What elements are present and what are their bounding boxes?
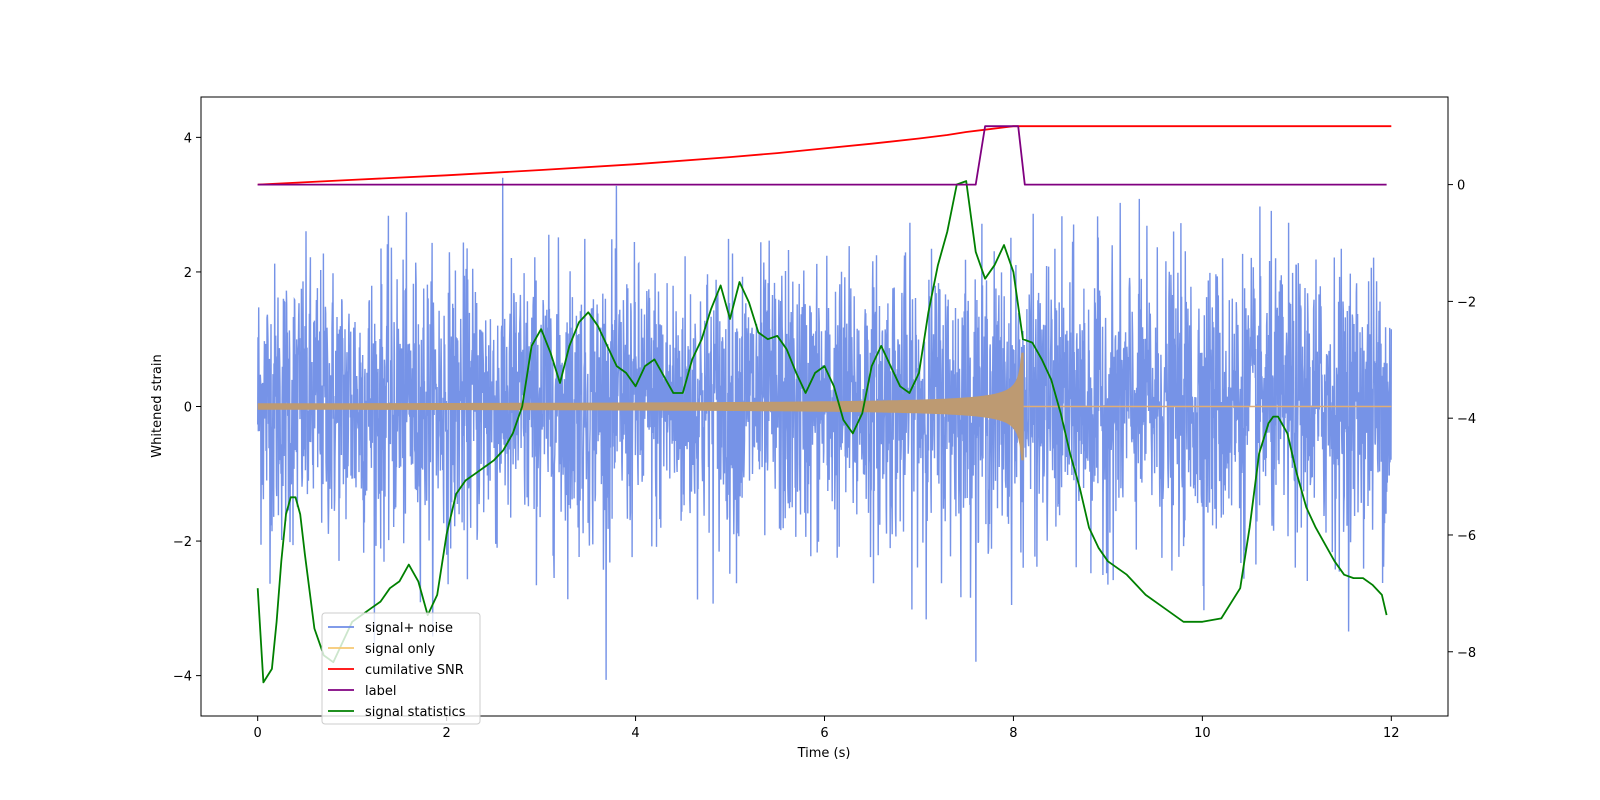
y-axis-title-left: Whitened strain (150, 354, 165, 457)
legend: signal+ noise signal only cumilative SNR la… (321, 612, 481, 725)
series-signal-plus-noise (257, 177, 1392, 680)
y-right-tick-label: −4 (1457, 412, 1476, 427)
signal-statistics-line (256, 180, 1388, 684)
x-tick-label: 8 (1009, 726, 1017, 741)
y-left-tick-label: −4 (173, 670, 192, 685)
signal-plus-noise-line (257, 177, 1392, 680)
legend-label-signal-only: signal only (365, 642, 435, 657)
series-label (257, 125, 1387, 186)
legend-label-signal-noise: signal+ noise (365, 621, 453, 636)
label-line (257, 125, 1387, 186)
y-left-tick-label: −2 (173, 535, 192, 550)
x-tick-label: 0 (254, 726, 262, 741)
legend-label-signal-statistics: signal statistics (365, 705, 466, 720)
y-left-tick-label: 0 (184, 401, 192, 416)
y-left-tick-label: 4 (184, 131, 192, 146)
legend-box (321, 612, 481, 725)
x-tick-label: 4 (631, 726, 639, 741)
y-left-tick-label: 2 (184, 266, 192, 281)
x-axis-title: Time (s) (797, 746, 851, 761)
y-axis-right: −8 −6 −4 −2 0 (1448, 179, 1476, 661)
x-tick-label: 10 (1194, 726, 1211, 741)
y-axis-left: −4 −2 0 2 4 (173, 131, 201, 685)
y-right-tick-label: −6 (1457, 529, 1476, 544)
plot-area (256, 125, 1392, 684)
legend-label-cumilative-snr: cumilative SNR (365, 663, 464, 678)
series-signal-statistics (256, 180, 1388, 684)
y-right-tick-label: −8 (1457, 646, 1476, 661)
x-tick-label: 12 (1383, 726, 1400, 741)
legend-label-label: label (365, 684, 396, 699)
series-signal-only (257, 352, 1392, 461)
y-right-tick-label: 0 (1457, 179, 1465, 194)
x-tick-label: 6 (820, 726, 828, 741)
x-tick-label: 2 (442, 726, 450, 741)
y-right-tick-label: −2 (1457, 295, 1476, 310)
signal-only-envelope (257, 352, 1023, 461)
